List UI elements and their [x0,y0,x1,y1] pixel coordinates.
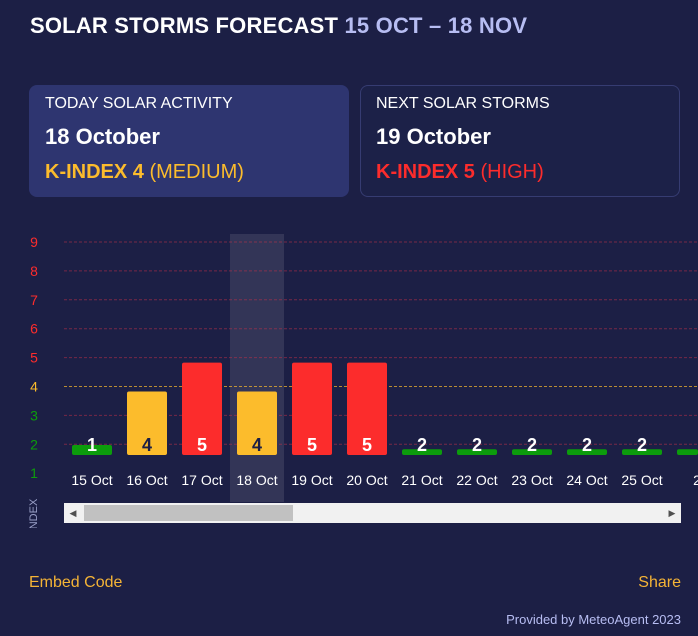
x-tick-label: 16 Oct [126,472,167,488]
title-text: SOLAR STORMS FORECAST [30,13,339,38]
date-range: 15 OCT – 18 NOV [344,13,528,38]
today-kindex: K-INDEX 4 (MEDIUM) [45,161,333,184]
bar-value-label: 5 [307,435,317,455]
y-tick-label: 6 [30,321,38,337]
y-tick-label: 1 [30,465,38,481]
bar-value-label: 4 [142,435,152,455]
next-label: NEXT SOLAR STORMS [376,95,550,112]
bar [347,362,387,455]
x-tick-label: 21 Oct [401,472,442,488]
today-kindex-value: K-INDEX 4 [45,161,144,183]
y-tick-label: 2 [30,436,38,452]
y-tick-label: 9 [30,234,38,250]
chart-scrollbar[interactable]: ◀ ▶ [64,503,681,523]
bar-value-label: 5 [197,435,207,455]
next-storms-card: NEXT SOLAR STORMS 19 October K-INDEX 5 (… [360,85,680,197]
today-kindex-level: (MEDIUM) [149,161,244,183]
x-tick-label: 17 Oct [181,472,222,488]
kindex-chart-svg: 1 2 3 4 5 6 7 8 9 K-INDEX 1 15 Oct 4 16 Oct 5 17 Oct 4 18… [28,234,698,528]
x-tick-label: 19 Oct [291,472,332,488]
bar-value-label: 1 [87,435,97,455]
x-tick-label: 22 Oct [456,472,497,488]
x-tick-label: 20 Oct [346,472,387,488]
y-tick-label: 8 [30,263,38,279]
bar [677,449,698,455]
scrollbar-thumb[interactable] [84,505,293,521]
bar [512,449,552,455]
today-activity-card: TODAY SOLAR ACTIVITY 18 October K-INDEX … [29,85,349,197]
bar-value-label: 2 [582,435,592,455]
bar [127,391,167,455]
x-tick-label: 2 [693,472,698,488]
today-label: TODAY SOLAR ACTIVITY [45,95,233,112]
credit-text: Provided by MeteoAgent 2023 [506,612,681,627]
y-tick-label: 7 [30,292,38,308]
next-date: 19 October [376,124,491,149]
kindex-chart: 1 2 3 4 5 6 7 8 9 K-INDEX 1 15 Oct 4 16 Oct 5 17 Oct 4 18… [0,228,698,528]
bar [457,449,497,455]
y-tick-label: 3 [30,407,38,423]
bar-value-label: 2 [637,435,647,455]
next-kindex-level: (HIGH) [480,161,544,183]
scroll-left-arrow-icon[interactable]: ◀ [69,507,77,518]
y-tick-label: 5 [30,350,38,366]
bar [237,391,277,455]
today-date: 18 October [45,124,160,149]
x-tick-label: 18 Oct [236,472,277,488]
y-axis-label: K-INDEX [28,498,40,528]
embed-code-link[interactable]: Embed Code [29,574,123,591]
next-kindex-value: K-INDEX 5 [376,161,475,183]
bar-value-label: 2 [417,435,427,455]
x-tick-label: 24 Oct [566,472,607,488]
bar [182,362,222,455]
y-tick-label: 4 [30,379,38,395]
x-tick-label: 15 Oct [71,472,112,488]
scroll-right-arrow-icon[interactable]: ▶ [668,507,676,518]
highlight-column [230,234,284,502]
bar [402,449,442,455]
x-tick-label: 23 Oct [511,472,552,488]
bar-value-label: 2 [527,435,537,455]
bar-value-label: 2 [472,435,482,455]
next-kindex: K-INDEX 5 (HIGH) [376,161,664,184]
bar-value-label: 4 [252,435,262,455]
bar [72,445,112,455]
page-title: SOLAR STORMS FORECAST 15 OCT – 18 NOV [30,13,527,39]
share-link[interactable]: Share [638,574,681,591]
bar-value-label: 5 [362,435,372,455]
bar [567,449,607,455]
bar [622,449,662,455]
x-tick-label: 25 Oct [621,472,662,488]
bar [292,362,332,455]
